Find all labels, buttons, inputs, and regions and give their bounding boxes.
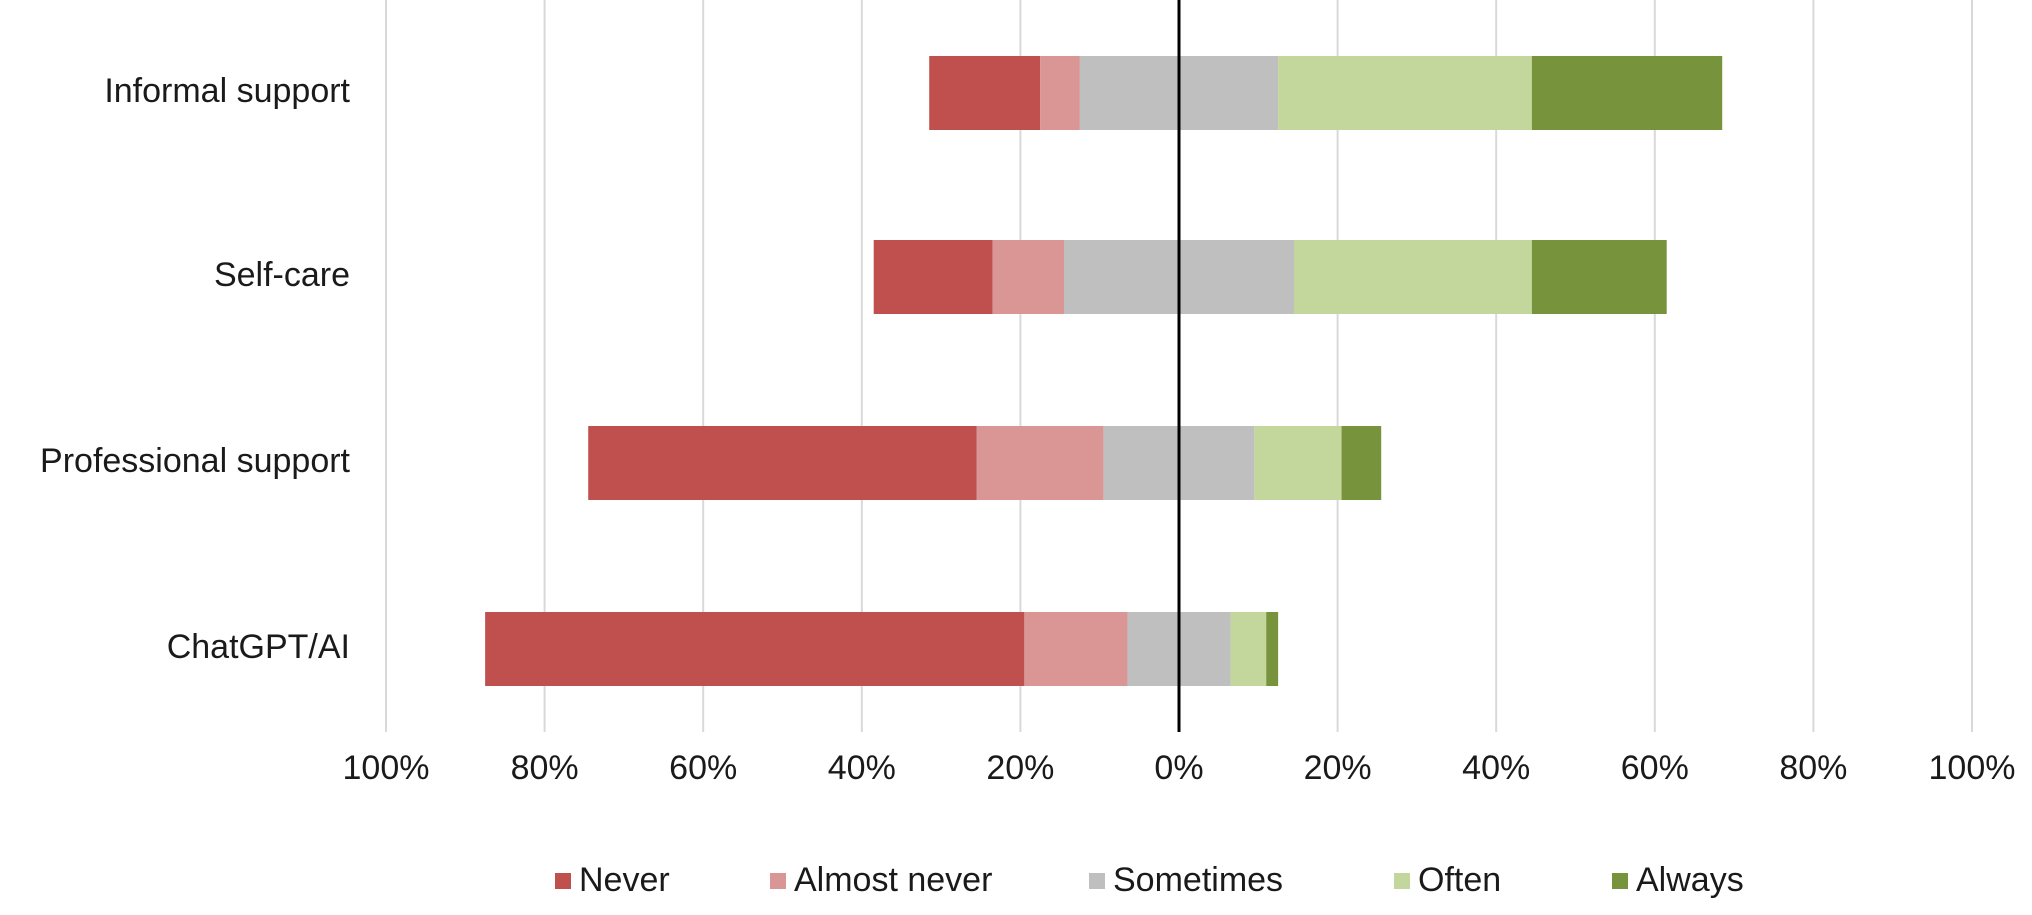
legend-swatch — [555, 873, 571, 889]
bar-segment — [1341, 426, 1382, 500]
bar-segment — [1254, 426, 1342, 500]
legend-label: Sometimes — [1113, 861, 1283, 899]
x-tick-label: 0% — [1154, 749, 1203, 787]
category-label: Professional support — [40, 442, 351, 480]
legend-swatch — [1089, 873, 1105, 889]
bar-segment — [1278, 56, 1532, 130]
legend-swatch — [770, 873, 786, 889]
legend-label: Almost never — [794, 861, 992, 899]
x-tick-label: 20% — [986, 749, 1054, 787]
legend-label: Always — [1636, 861, 1744, 899]
legend-label: Often — [1418, 861, 1501, 899]
x-tick-label: 40% — [828, 749, 896, 787]
bar-segment — [873, 240, 993, 314]
legend-swatch — [1612, 873, 1628, 889]
bar-segment — [929, 56, 1041, 130]
bar-segment — [976, 426, 1104, 500]
x-tick-label: 60% — [1621, 749, 1689, 787]
bar-segment — [1531, 56, 1723, 130]
x-tick-label: 100% — [1929, 749, 2016, 787]
x-tick-label: 20% — [1304, 749, 1372, 787]
x-tick-label: 100% — [343, 749, 430, 787]
bar-segment — [1040, 56, 1080, 130]
bar-segment — [485, 612, 1025, 686]
bar-segment — [1230, 612, 1267, 686]
bar-segment — [1293, 240, 1532, 314]
category-label: ChatGPT/AI — [167, 628, 350, 666]
bar-segment — [992, 240, 1065, 314]
category-label: Self-care — [214, 256, 350, 294]
legend-label: Never — [579, 861, 670, 899]
x-tick-label: 60% — [669, 749, 737, 787]
bar-segment — [1266, 612, 1279, 686]
bar-segment — [1531, 240, 1667, 314]
x-tick-label: 80% — [511, 749, 579, 787]
x-tick-label: 40% — [1462, 749, 1530, 787]
x-tick-label: 80% — [1779, 749, 1847, 787]
legend-swatch — [1394, 873, 1410, 889]
bar-segment — [588, 426, 977, 500]
bar-segment — [1024, 612, 1128, 686]
category-label: Informal support — [104, 72, 350, 110]
